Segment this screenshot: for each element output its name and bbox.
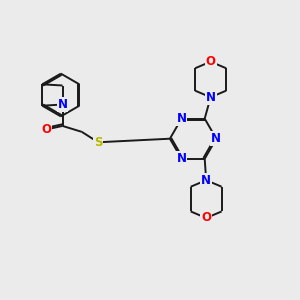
Text: O: O (206, 55, 216, 68)
Text: N: N (211, 132, 221, 145)
Text: S: S (94, 136, 102, 149)
Text: N: N (176, 112, 187, 125)
Text: N: N (176, 152, 187, 165)
Text: N: N (58, 98, 68, 111)
Text: O: O (41, 123, 51, 136)
Text: O: O (201, 212, 211, 224)
Text: N: N (206, 91, 216, 104)
Text: N: N (201, 174, 211, 187)
